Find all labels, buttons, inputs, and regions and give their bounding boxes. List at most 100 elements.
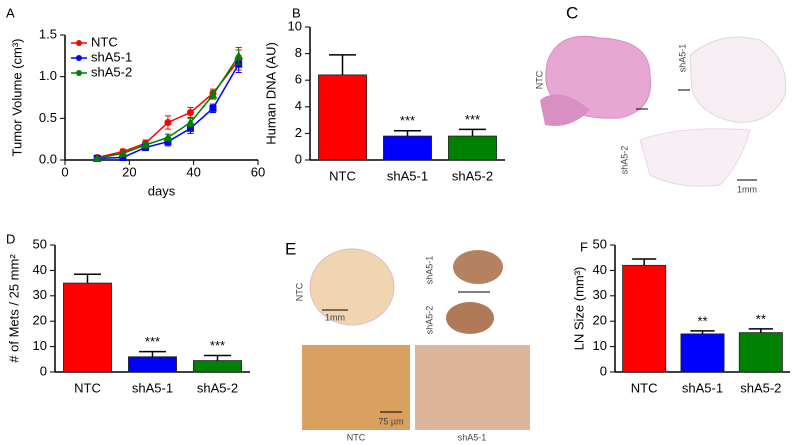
x-tick-label: shA5-2 bbox=[452, 168, 493, 183]
tissue bbox=[639, 128, 751, 187]
bar bbox=[738, 332, 783, 373]
panel-letter: C bbox=[566, 3, 578, 22]
y-axis-label: Human DNA (AU) bbox=[263, 42, 278, 145]
significance: ** bbox=[756, 311, 766, 326]
y-tick-label: 40 bbox=[593, 262, 607, 277]
point bbox=[118, 148, 128, 157]
error-bar bbox=[74, 273, 101, 284]
scale-label: 75 µm bbox=[378, 416, 403, 426]
point bbox=[164, 119, 172, 126]
error-bar bbox=[394, 129, 421, 137]
y-tick-label: 10 bbox=[288, 18, 302, 33]
bar bbox=[383, 135, 432, 161]
point bbox=[208, 90, 218, 99]
image-label: shA5-2 bbox=[619, 146, 629, 175]
error-bar bbox=[748, 328, 773, 333]
error-bar bbox=[139, 350, 166, 357]
y-axis-label: LN Size (mm³) bbox=[571, 267, 586, 351]
y-axis-label: # of Mets / 25 mm² bbox=[6, 254, 21, 363]
bar bbox=[193, 360, 242, 373]
y-tick-label: 40 bbox=[33, 262, 47, 277]
y-tick-label: 1.5 bbox=[39, 26, 57, 41]
bar bbox=[63, 282, 112, 373]
image-label: shA5-1 bbox=[424, 256, 434, 285]
scale-label: 1mm bbox=[737, 184, 757, 194]
point bbox=[140, 140, 150, 149]
point bbox=[185, 118, 195, 126]
bar bbox=[448, 135, 497, 161]
x-tick-label: 40 bbox=[186, 164, 200, 179]
point bbox=[186, 109, 194, 116]
y-tick-label: 10 bbox=[593, 338, 607, 353]
point bbox=[92, 153, 102, 162]
x-tick-label: shA5-2 bbox=[740, 380, 781, 395]
tissue bbox=[453, 250, 503, 284]
y-tick-label: 0 bbox=[600, 363, 607, 378]
point bbox=[186, 124, 194, 132]
bar bbox=[128, 356, 177, 373]
x-tick-label: shA5-1 bbox=[387, 168, 428, 183]
significance: *** bbox=[210, 338, 225, 353]
point bbox=[164, 138, 172, 146]
legend-label: shA5-2 bbox=[91, 64, 132, 79]
bar bbox=[622, 264, 667, 373]
y-tick-label: 6 bbox=[295, 72, 302, 87]
x-tick-label: NTC bbox=[74, 380, 101, 395]
legend-marker bbox=[76, 70, 82, 76]
legend-label: NTC bbox=[91, 34, 118, 49]
micrograph bbox=[415, 345, 530, 430]
panel-letter: E bbox=[285, 239, 296, 258]
y-tick-label: 20 bbox=[593, 313, 607, 328]
tissue bbox=[446, 302, 494, 334]
y-tick-label: 4 bbox=[295, 98, 302, 113]
caption: NTC bbox=[347, 432, 366, 442]
image-label: shA5-2 bbox=[424, 306, 434, 335]
micrograph bbox=[302, 345, 410, 430]
x-tick-label: shA5-1 bbox=[682, 380, 723, 395]
x-tick-label: NTC bbox=[631, 380, 658, 395]
tissue bbox=[540, 94, 590, 126]
panel-letter: F bbox=[580, 239, 588, 254]
y-tick-label: 1.0 bbox=[39, 68, 57, 83]
y-tick-label: 0.0 bbox=[39, 151, 57, 166]
x-tick-label: shA5-2 bbox=[197, 380, 238, 395]
x-tick-label: NTC bbox=[329, 168, 356, 183]
tissue bbox=[689, 36, 787, 123]
y-tick-label: 30 bbox=[33, 287, 47, 302]
image-label: NTC bbox=[294, 282, 304, 301]
scale-label: 1mm bbox=[325, 312, 345, 322]
point bbox=[209, 104, 217, 112]
significance: ** bbox=[697, 313, 707, 328]
significance: *** bbox=[145, 334, 160, 349]
x-axis-label: days bbox=[148, 183, 176, 198]
point bbox=[163, 133, 173, 141]
y-tick-label: 8 bbox=[295, 45, 302, 60]
significance: *** bbox=[465, 112, 480, 127]
histology-image-e: E NTC shA5-1 shA5-2 1mm 75 µm NTC shA5-1 bbox=[285, 239, 530, 442]
x-tick-label: shA5-1 bbox=[132, 380, 173, 395]
y-tick-label: 0.5 bbox=[39, 110, 57, 125]
panel-letter: A bbox=[6, 5, 15, 20]
caption: shA5-1 bbox=[458, 432, 487, 442]
y-tick-label: 0 bbox=[295, 151, 302, 166]
legend-marker bbox=[76, 55, 82, 61]
point bbox=[119, 154, 127, 161]
tissue bbox=[309, 248, 395, 326]
y-tick-label: 30 bbox=[593, 287, 607, 302]
legend-label: shA5-1 bbox=[91, 49, 132, 64]
x-tick-label: 60 bbox=[251, 164, 265, 179]
y-tick-label: 20 bbox=[33, 313, 47, 328]
significance: *** bbox=[400, 113, 415, 128]
histology-image-c: C NTC shA5-1 shA5-2 1mm bbox=[534, 3, 787, 194]
bar bbox=[680, 333, 725, 373]
image-label: shA5-1 bbox=[677, 44, 687, 73]
point bbox=[234, 51, 244, 60]
legend-marker bbox=[76, 40, 82, 46]
y-tick-label: 10 bbox=[33, 338, 47, 353]
error-bar bbox=[690, 330, 715, 334]
image-label: NTC bbox=[534, 70, 544, 89]
y-tick-label: 0 bbox=[40, 363, 47, 378]
y-tick-label: 50 bbox=[33, 236, 47, 251]
x-tick-label: 0 bbox=[61, 164, 68, 179]
panel-letter: D bbox=[6, 231, 15, 246]
